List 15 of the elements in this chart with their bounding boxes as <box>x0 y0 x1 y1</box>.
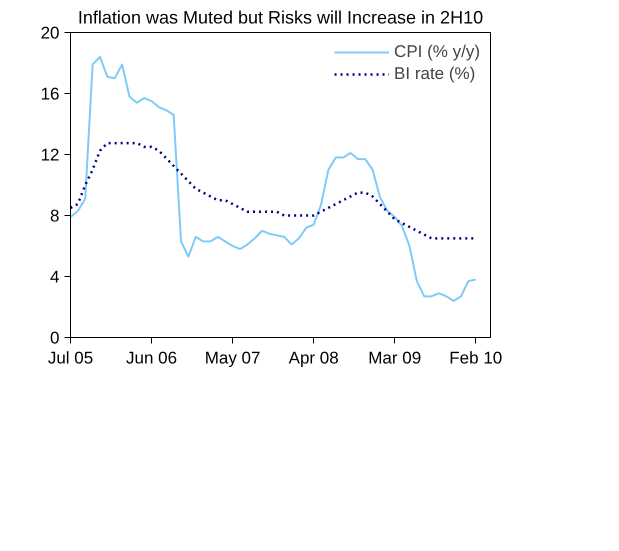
y-tick-label: 12 <box>40 146 60 164</box>
x-tick-label: Apr 08 <box>288 348 339 368</box>
x-tick-label: May 07 <box>204 348 260 368</box>
y-tick-label: 16 <box>40 84 60 104</box>
y-tick-label: 8 <box>50 206 60 226</box>
x-tick-label: Mar 09 <box>368 348 422 368</box>
y-tick-label: 4 <box>50 268 60 286</box>
chart-title: Inflation was Muted but Risks will Increase in 2H10 <box>78 8 484 28</box>
y-tick-label: 20 <box>40 24 60 42</box>
x-tick-label: Feb 10 <box>449 348 502 368</box>
legend-label: CPI (% y/y) <box>394 42 480 62</box>
x-tick-label: Jul 05 <box>48 348 94 368</box>
y-tick-label: 0 <box>50 328 60 348</box>
legend-label: BI rate (%) <box>394 64 476 84</box>
x-tick-label: Jun 06 <box>126 348 178 368</box>
